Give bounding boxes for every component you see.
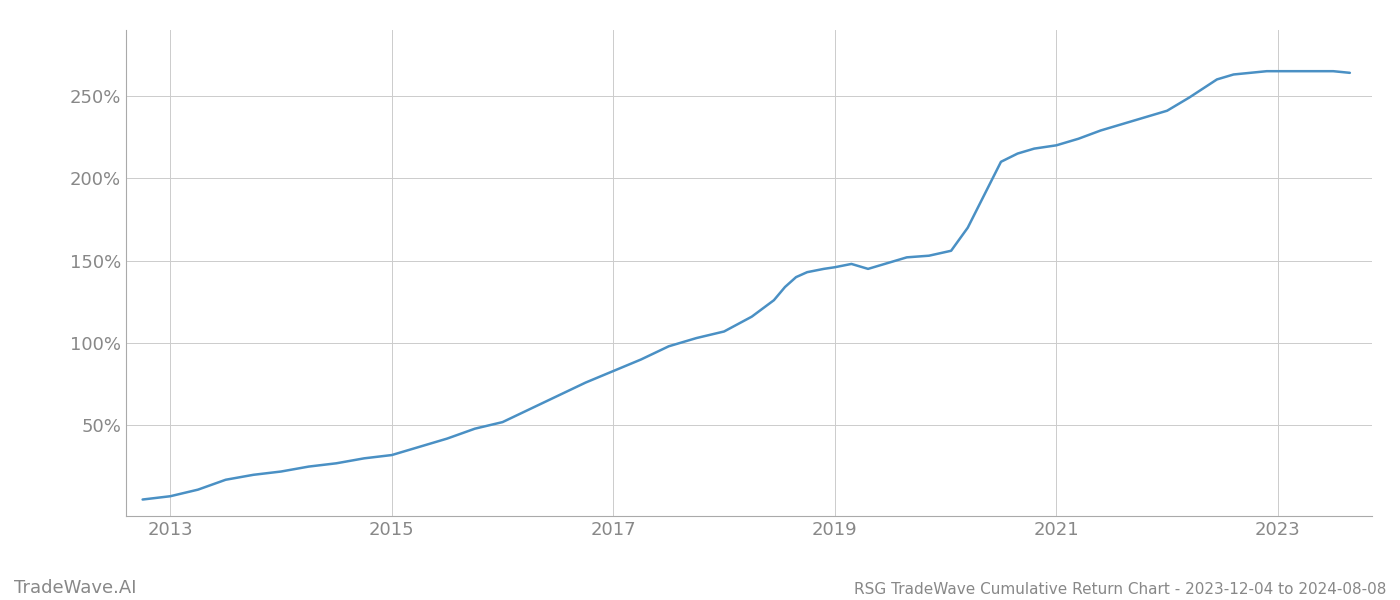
Text: TradeWave.AI: TradeWave.AI [14,579,137,597]
Text: RSG TradeWave Cumulative Return Chart - 2023-12-04 to 2024-08-08: RSG TradeWave Cumulative Return Chart - … [854,582,1386,597]
